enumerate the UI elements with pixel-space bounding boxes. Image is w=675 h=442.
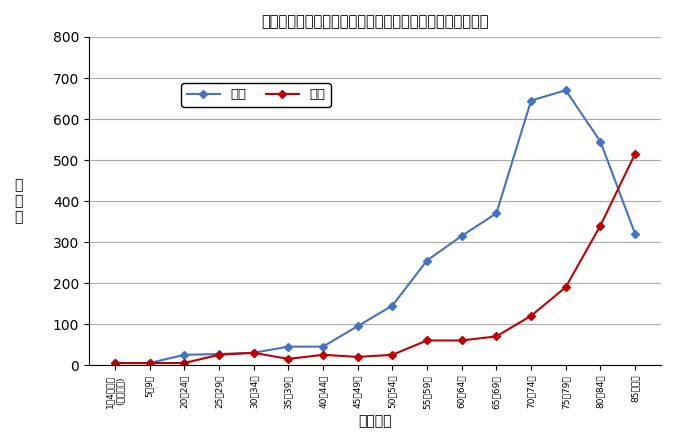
女性 xyxy=(631,151,639,156)
女性 xyxy=(492,334,500,339)
女性 xyxy=(423,338,431,343)
男性 xyxy=(597,139,605,144)
女性 xyxy=(250,350,258,355)
X-axis label: 年齢階級: 年齢階級 xyxy=(358,414,391,428)
男性 xyxy=(388,303,396,308)
男性 xyxy=(527,98,535,103)
Line: 男性: 男性 xyxy=(112,87,639,366)
Title: 性・年齢階級別の自宅住居死亡単身世帯者数（令和元年）: 性・年齢階級別の自宅住居死亡単身世帯者数（令和元年） xyxy=(261,14,489,29)
男性 xyxy=(562,88,570,93)
男性 xyxy=(111,360,119,366)
Y-axis label: 死
亡
数: 死 亡 数 xyxy=(14,178,22,224)
男性 xyxy=(423,258,431,263)
男性 xyxy=(284,344,292,349)
女性 xyxy=(180,360,188,366)
男性 xyxy=(631,231,639,236)
女性 xyxy=(388,352,396,358)
女性 xyxy=(562,285,570,290)
女性 xyxy=(527,313,535,319)
女性 xyxy=(284,356,292,362)
男性 xyxy=(319,344,327,349)
男性 xyxy=(250,350,258,355)
Legend: 男性, 女性: 男性, 女性 xyxy=(182,83,331,107)
男性 xyxy=(146,360,154,366)
女性 xyxy=(146,360,154,366)
男性 xyxy=(492,211,500,216)
女性 xyxy=(111,360,119,366)
Line: 女性: 女性 xyxy=(112,151,639,366)
女性 xyxy=(319,352,327,358)
女性 xyxy=(354,354,362,359)
男性 xyxy=(215,351,223,357)
女性 xyxy=(215,352,223,358)
男性 xyxy=(354,324,362,329)
男性 xyxy=(458,233,466,239)
女性 xyxy=(458,338,466,343)
男性 xyxy=(180,352,188,358)
女性 xyxy=(597,223,605,229)
